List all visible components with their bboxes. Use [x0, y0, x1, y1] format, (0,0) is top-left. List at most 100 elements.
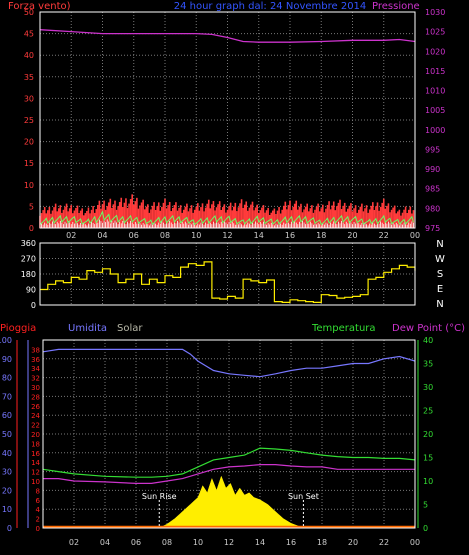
- temp-tick-7: 35: [423, 360, 433, 369]
- chart3-x-tick-8: 18: [317, 538, 327, 547]
- chart1-right-tick-1: 980: [425, 204, 440, 213]
- wind-bars: [39, 194, 415, 228]
- chart1-x-tick-9: 20: [347, 231, 357, 240]
- humidity-tick-14: 28: [31, 393, 40, 401]
- chart1-right-tick-0: 975: [425, 224, 440, 233]
- humidity-tick-12: 24: [31, 412, 40, 420]
- humidity-tick-4: 8: [36, 487, 40, 495]
- humidity-tick-2: 4: [36, 506, 41, 514]
- temp-tick-5: 25: [423, 407, 433, 416]
- chart1-right-tick-6: 1005: [425, 106, 445, 115]
- humidity-tick-19: 38: [31, 346, 40, 354]
- humidity-tick-5: 10: [31, 478, 40, 486]
- chart1-x-tick-4: 10: [191, 231, 201, 240]
- chart1-right-tick-7: 1010: [425, 87, 445, 96]
- chart1-x-axis-ticks: 02 04 06 08 10 12 14 16 18 20 22 00: [66, 231, 420, 240]
- dewpoint-label: Dew Point (°C): [392, 323, 465, 334]
- chart1-left-tick-5: 25: [24, 116, 34, 125]
- rain-tick-1: 10: [2, 505, 12, 514]
- chart1-x-tick-8: 18: [316, 231, 326, 240]
- chart1-left-tick-3: 15: [24, 159, 34, 168]
- chart1-x-tick-7: 16: [285, 231, 295, 240]
- humidity-tick-18: 36: [31, 356, 40, 364]
- chart1-series: [39, 29, 416, 43]
- chart3-x-tick-4: 10: [193, 538, 203, 547]
- chart2-y-tick-4: 360: [21, 239, 36, 248]
- chart1-x-tick-3: 08: [160, 231, 170, 240]
- chart2-y-axis-ticks: 0 90 180 270 360: [21, 239, 36, 310]
- rain-tick-0: 0: [7, 524, 12, 533]
- temp-tick-1: 5: [423, 501, 428, 510]
- pressure-line: [39, 29, 416, 43]
- chart1-left-tick-0: 0: [29, 224, 34, 233]
- compass-w-1: W: [435, 254, 445, 265]
- rain-humidity-temp-panel: Pioggia Umidita Solar Temperatura Dew Po…: [0, 323, 465, 547]
- compass-n-0: N: [436, 239, 443, 250]
- rain-tick-9: 90: [2, 355, 12, 364]
- temperature-label: Temperatura: [311, 323, 376, 334]
- chart3-frame: [42, 339, 416, 529]
- chart1-left-label: Forza vento): [8, 1, 71, 12]
- chart1-right-tick-11: 1030: [425, 8, 445, 17]
- chart1-x-tick-1: 04: [97, 231, 107, 240]
- chart1-right-tick-3: 990: [425, 165, 440, 174]
- chart1-left-tick-4: 20: [24, 138, 34, 147]
- chart1-left-tick-2: 10: [24, 181, 34, 190]
- chart1-x-tick-11: 00: [410, 231, 420, 240]
- temp-tick-8: 40: [423, 336, 433, 345]
- chart1-right-axis-ticks: 975 980 985 990 995 1000 1005 1010 1015 1020 1025 1…: [425, 8, 445, 233]
- chart1-right-tick-8: 1015: [425, 67, 445, 76]
- chart1-right-tick-4: 995: [425, 145, 440, 154]
- chart1-title: 24 hour graph dal: 24 Novembre 2014: [174, 1, 367, 12]
- humidity-tick-1: 2: [36, 516, 40, 524]
- chart3-x-tick-5: 12: [224, 538, 234, 547]
- chart1-right-tick-5: 1000: [425, 126, 445, 135]
- temperature-axis-ticks: 0 5 10 15 20 25 30 35 40: [423, 336, 433, 533]
- chart3-x-tick-6: 14: [255, 538, 265, 547]
- rain-tick-5: 50: [2, 430, 12, 439]
- chart2-y-tick-2: 180: [21, 270, 36, 279]
- chart1-x-tick-10: 22: [379, 231, 389, 240]
- chart3-x-tick-7: 16: [286, 538, 296, 547]
- chart1-left-tick-10: 50: [24, 8, 34, 17]
- humidity-tick-16: 32: [31, 375, 40, 383]
- dewpoint-line: [43, 464, 415, 484]
- chart1-grid: [40, 12, 416, 228]
- chart1-right-tick-2: 985: [425, 185, 440, 194]
- rain-label: Pioggia: [0, 323, 36, 334]
- chart2-frame: [39, 242, 416, 306]
- chart2-y-tick-1: 90: [26, 286, 36, 295]
- temp-tick-0: 0: [423, 524, 428, 533]
- sunrise-label: Sun Rise: [142, 492, 177, 501]
- temperature-line: [42, 447, 416, 478]
- chart1-left-tick-9: 45: [24, 30, 34, 39]
- chart1-left-tick-7: 35: [24, 73, 34, 82]
- solar-area-shape: [159, 475, 304, 529]
- humidity-tick-8: 16: [31, 450, 40, 458]
- chart2-y-tick-0: 0: [31, 301, 36, 310]
- chart3-x-tick-11: 00: [410, 538, 420, 547]
- chart1-frame: [39, 11, 416, 229]
- chart3-x-tick-9: 20: [348, 538, 358, 547]
- chart1-x-tick-0: 02: [66, 231, 76, 240]
- chart3-x-tick-10: 22: [379, 538, 389, 547]
- compass-s-2: S: [437, 269, 443, 280]
- compass-e-3: E: [437, 284, 443, 295]
- chart1-right-tick-10: 1025: [425, 28, 445, 37]
- rain-tick-7: 70: [2, 392, 12, 401]
- rain-tick-6: 60: [2, 411, 12, 420]
- chart1-right-tick-9: 1020: [425, 47, 445, 56]
- rain-axis-ticks: 0 10 20 30 40 50 60 70 80 90 100: [0, 336, 12, 533]
- chart2-y-tick-3: 270: [21, 255, 36, 264]
- humidity-tick-11: 22: [31, 422, 40, 430]
- humidity-label: Umidita: [68, 323, 107, 334]
- chart1-left-axis-ticks: 0 5 10 15 20 25 30 35 40 45 50: [24, 8, 34, 233]
- rain-tick-10: 100: [0, 336, 12, 345]
- chart1-x-tick-5: 12: [222, 231, 232, 240]
- chart3-x-tick-2: 06: [131, 538, 141, 547]
- chart1-left-tick-8: 40: [24, 51, 34, 60]
- chart2-grid: [40, 243, 416, 305]
- chart2-series: [40, 261, 416, 303]
- wind-pressure-panel: Forza vento) 24 hour graph dal: 24 Novem…: [8, 1, 445, 240]
